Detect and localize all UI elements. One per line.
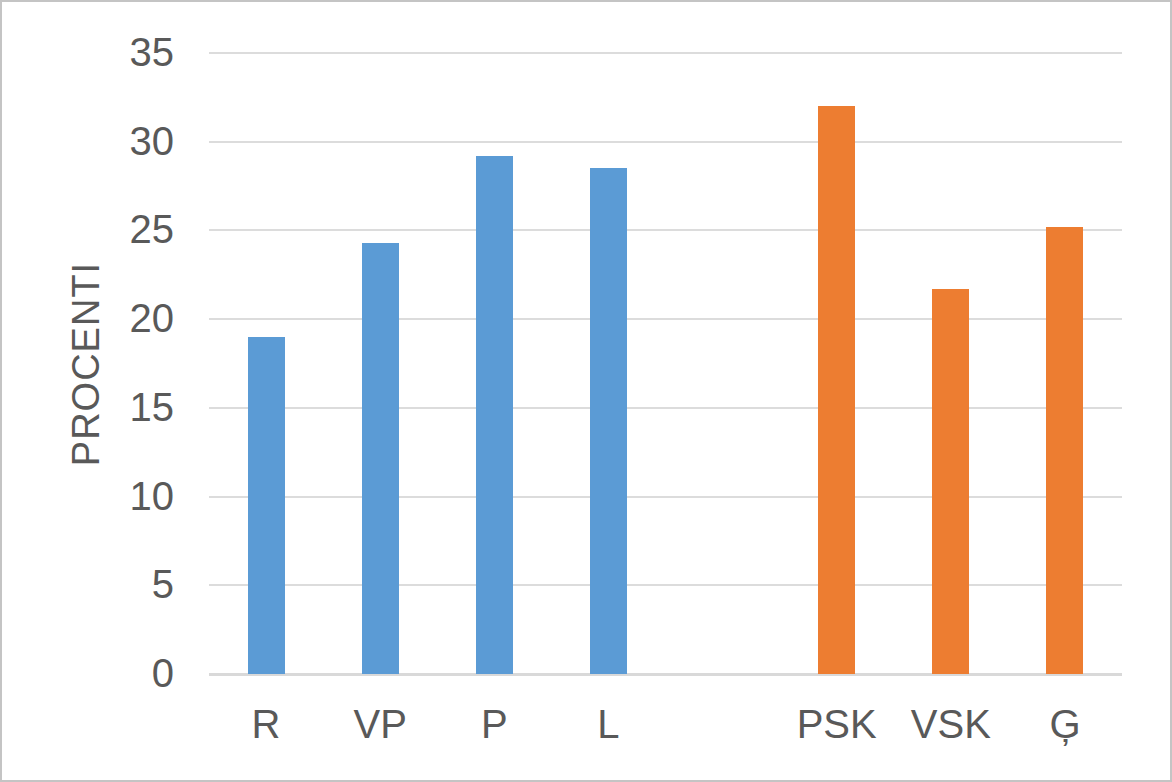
- x-category-label-VSK: VSK: [891, 702, 1011, 746]
- bar-VP: [362, 243, 399, 674]
- gridline-5: [209, 584, 1122, 586]
- bar-VSK: [932, 289, 969, 674]
- gridline-35: [209, 52, 1122, 54]
- gridline-10: [209, 496, 1122, 498]
- gridline-15: [209, 407, 1122, 409]
- y-tick-label-5: 5: [152, 564, 174, 604]
- plot-area: [209, 53, 1122, 674]
- x-category-label-Ģ: Ģ: [1005, 702, 1125, 746]
- y-axis-tick-labels: 05101520253035: [2, 53, 174, 674]
- x-category-label-PSK: PSK: [777, 702, 897, 746]
- gridline-20: [209, 318, 1122, 320]
- x-category-label-L: L: [548, 702, 668, 746]
- bar-R: [248, 337, 285, 674]
- bar-P: [476, 156, 513, 674]
- y-tick-label-35: 35: [130, 32, 175, 72]
- y-tick-label-15: 15: [130, 387, 175, 427]
- gridline-25: [209, 229, 1122, 231]
- bar-L: [590, 168, 627, 674]
- x-category-label-P: P: [434, 702, 554, 746]
- y-tick-label-0: 0: [152, 653, 174, 693]
- y-tick-label-30: 30: [130, 121, 175, 161]
- x-category-label-VP: VP: [320, 702, 440, 746]
- chart-canvas: PROCENTI 05101520253035 RVPPLPSKVSKĢ: [0, 0, 1172, 782]
- bar-PSK: [818, 106, 855, 674]
- x-axis-line: [209, 673, 1122, 676]
- x-category-label-R: R: [206, 702, 326, 746]
- x-axis-category-labels: RVPPL PSKVSKĢ: [209, 702, 1122, 752]
- y-tick-label-20: 20: [130, 298, 175, 338]
- gridline-30: [209, 141, 1122, 143]
- bar-Ģ: [1046, 227, 1083, 674]
- y-tick-label-25: 25: [130, 209, 175, 249]
- y-tick-label-10: 10: [130, 475, 175, 515]
